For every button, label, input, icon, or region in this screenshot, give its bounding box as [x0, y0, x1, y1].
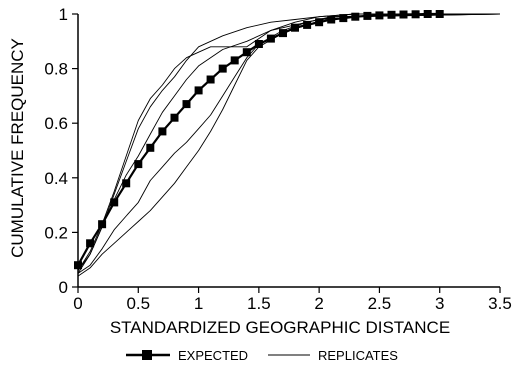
expected-point	[206, 75, 215, 84]
x-tick-label: 1	[194, 294, 203, 313]
expected-point	[375, 11, 384, 20]
expected-point	[182, 100, 191, 109]
expected-point	[399, 10, 408, 19]
replicate-series-line	[77, 13, 501, 271]
x-tick-label: 3.5	[488, 294, 512, 313]
expected-point	[194, 86, 203, 95]
y-tick-label: 1	[59, 5, 68, 24]
expected-point	[134, 160, 143, 169]
expected-point	[387, 10, 396, 19]
replicate-series-line	[77, 13, 500, 274]
plot-area	[74, 10, 501, 277]
y-axis-title: CUMULATIVE FREQUENCY	[8, 38, 27, 258]
x-tick-label: 2.5	[368, 294, 392, 313]
expected-point	[158, 127, 167, 136]
expected-point	[110, 198, 119, 207]
legend-replicates-label: REPLICATES	[318, 348, 398, 363]
legend: EXPECTED REPLICATES	[126, 348, 398, 363]
replicate-series-line	[77, 13, 501, 274]
expected-point	[86, 239, 95, 248]
legend-expected-label: EXPECTED	[178, 348, 248, 363]
y-tick-label: 0.6	[44, 114, 68, 133]
expected-point	[242, 48, 251, 57]
expected-point	[122, 179, 131, 188]
expected-point	[230, 56, 239, 65]
x-axis-title: STANDARDIZED GEOGRAPHIC DISTANCE	[110, 318, 450, 337]
x-tick-label: 1.5	[247, 294, 271, 313]
x-tick-label: 3	[435, 294, 444, 313]
replicate-series-line	[77, 13, 500, 271]
expected-point	[266, 34, 275, 43]
tick-labels: 0 0.5 1 1.5 2 2.5 3 3.5 0 0.2 0.4 0.6 0.8 1	[44, 5, 511, 313]
legend-expected-marker	[142, 350, 152, 360]
expected-point	[327, 15, 336, 24]
y-tick-label: 0.8	[44, 60, 68, 79]
x-tick-label: 0	[73, 294, 82, 313]
axes	[72, 13, 501, 293]
expected-point	[315, 18, 324, 27]
expected-point	[218, 64, 227, 73]
expected-point	[291, 23, 299, 32]
replicate-series-line	[77, 13, 501, 277]
expected-point	[339, 14, 348, 23]
y-tick-label: 0	[59, 278, 68, 297]
y-tick-label: 0.4	[44, 169, 68, 188]
x-tick-label: 0.5	[126, 294, 150, 313]
y-tick-label: 0.2	[44, 223, 68, 242]
x-tick-label: 2	[314, 294, 323, 313]
expected-point	[146, 143, 155, 152]
expected-point	[170, 113, 179, 122]
